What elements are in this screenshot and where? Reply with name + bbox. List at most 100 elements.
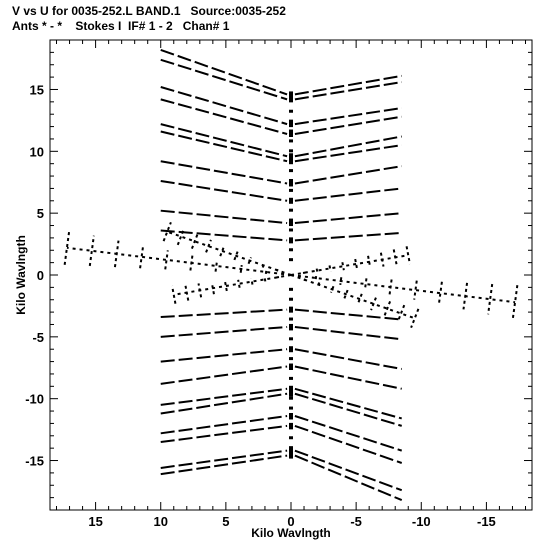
uv-track-right bbox=[294, 231, 402, 242]
uv-track-left bbox=[160, 130, 288, 163]
uv-point bbox=[289, 169, 293, 173]
uv-point bbox=[289, 436, 293, 440]
y-axis-label: Kilo Wavlngth bbox=[14, 235, 28, 315]
uv-point bbox=[289, 337, 293, 341]
uv-fan-segment bbox=[383, 300, 392, 317]
uv-track-left bbox=[160, 48, 288, 96]
y-tick-label: -5 bbox=[32, 330, 44, 345]
uv-fan-segment bbox=[171, 285, 177, 304]
uv-fan-segment bbox=[88, 235, 95, 267]
y-tick-label: 10 bbox=[30, 144, 44, 159]
uv-track-right bbox=[294, 187, 402, 202]
uv-point bbox=[289, 297, 293, 301]
uv-track-left bbox=[160, 365, 288, 385]
uv-point bbox=[289, 367, 293, 370]
uv-track-right bbox=[294, 325, 402, 341]
uv-track-left bbox=[160, 415, 288, 435]
uv-track-right bbox=[294, 135, 402, 158]
x-axis-label: Kilo Wavlngth bbox=[251, 526, 331, 540]
y-tick-label: 5 bbox=[37, 206, 44, 221]
uv-track-right bbox=[294, 424, 403, 464]
uv-fan-segment bbox=[370, 297, 377, 311]
uv-fan-ray bbox=[290, 274, 416, 320]
uv-fan-segment bbox=[219, 245, 226, 257]
uv-fan-segment bbox=[356, 293, 363, 305]
uv-point bbox=[289, 129, 293, 133]
plot-subtitle: Ants * - * Stokes I IF# 1 - 2 Chan# 1 bbox=[12, 19, 230, 33]
uv-fan-segment bbox=[237, 279, 241, 288]
uv-point bbox=[289, 376, 293, 380]
uv-fan-segment bbox=[176, 227, 186, 246]
uv-point bbox=[289, 228, 293, 232]
uv-track-right bbox=[294, 387, 402, 420]
uv-fan-segment bbox=[341, 262, 345, 271]
uv-fan-segment bbox=[405, 246, 411, 265]
x-tick-label: -5 bbox=[350, 514, 362, 529]
uv-point bbox=[289, 258, 293, 262]
uv-fan-segment bbox=[339, 277, 343, 285]
uv-fan-segment bbox=[205, 239, 212, 253]
uv-point bbox=[289, 188, 293, 192]
uv-fan-segment bbox=[190, 233, 199, 250]
x-tick-label: 0 bbox=[287, 514, 294, 529]
uv-fan-segment bbox=[343, 289, 349, 299]
uv-fan-segment bbox=[233, 251, 239, 261]
uv-point bbox=[289, 248, 293, 252]
uv-track-left bbox=[160, 348, 288, 363]
y-tick-label: -15 bbox=[25, 454, 44, 469]
uv-point bbox=[289, 386, 293, 390]
y-tick-label: -10 bbox=[25, 392, 44, 407]
uv-fan-segment bbox=[239, 265, 243, 273]
uv-track-left bbox=[160, 454, 288, 476]
uv-fan-segment bbox=[396, 304, 406, 323]
uv-track-left bbox=[160, 123, 288, 158]
uv-point bbox=[289, 119, 293, 123]
uv-point bbox=[289, 109, 293, 113]
uv-fan-segment bbox=[437, 281, 443, 305]
uv-track-left bbox=[160, 424, 288, 443]
uv-point bbox=[289, 307, 293, 311]
uv-track-right bbox=[294, 144, 402, 163]
uv-track-left bbox=[160, 325, 288, 338]
uv-track-left bbox=[160, 392, 288, 415]
uv-point bbox=[289, 317, 293, 321]
uv-point bbox=[289, 446, 293, 450]
uv-fan-ray bbox=[166, 230, 292, 276]
uv-track-left bbox=[160, 449, 288, 469]
uv-fan-ray bbox=[66, 246, 292, 276]
uv-track-right bbox=[294, 81, 402, 101]
uv-track-left bbox=[160, 308, 288, 319]
uv-track-left bbox=[160, 387, 288, 406]
uv-point bbox=[289, 416, 293, 420]
uv-track-right bbox=[294, 107, 402, 126]
x-tick-label: 15 bbox=[88, 514, 102, 529]
uv-track-left bbox=[160, 180, 288, 202]
uv-track-right bbox=[294, 348, 402, 370]
uv-point bbox=[289, 426, 293, 430]
uv-point bbox=[289, 198, 293, 202]
uv-point bbox=[289, 218, 293, 222]
uv-point bbox=[289, 139, 293, 143]
y-tick-label: 15 bbox=[30, 82, 44, 97]
uv-track-right bbox=[294, 74, 402, 96]
uv-point bbox=[289, 357, 293, 361]
uv-fan-segment bbox=[250, 278, 254, 285]
uv-track-right bbox=[294, 392, 403, 427]
uv-point bbox=[289, 149, 293, 153]
uv-track-right bbox=[294, 415, 403, 452]
uv-fan-segment bbox=[214, 260, 219, 272]
uv-track-right bbox=[294, 365, 402, 390]
uv-fan-segment bbox=[263, 277, 267, 282]
uv-track-right bbox=[294, 454, 403, 502]
uv-fan-segment bbox=[487, 283, 494, 315]
uv-fan-segment bbox=[247, 257, 252, 265]
uv-fan-segment bbox=[139, 245, 145, 269]
x-tick-label: 5 bbox=[222, 514, 229, 529]
uv-point bbox=[289, 238, 293, 242]
tick-labels: 15 10 5 0 -5 -10 -15 15 10 5 0 -5 -10 -15 bbox=[25, 82, 496, 529]
x-tick-label: -10 bbox=[412, 514, 431, 529]
uv-point bbox=[289, 347, 293, 351]
uv-point bbox=[289, 327, 293, 331]
plot-title: V vs U for 0035-252.L BAND.1 Source:0035… bbox=[12, 4, 286, 18]
